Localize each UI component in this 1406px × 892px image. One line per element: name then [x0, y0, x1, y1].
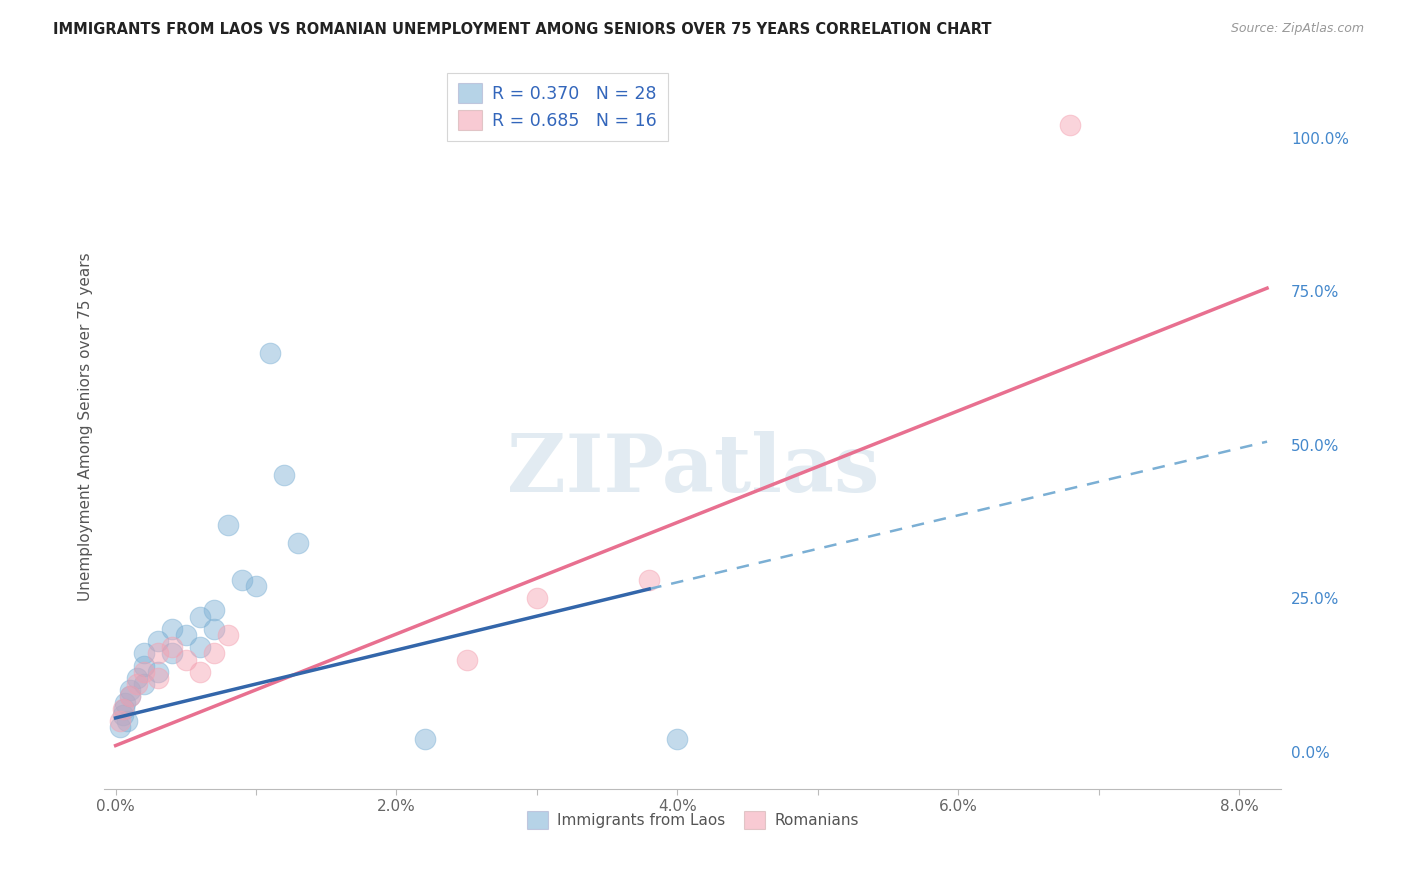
Point [273, 468, 295, 483]
Point [115, 714, 138, 728]
Point [132, 665, 155, 679]
Point [111, 707, 134, 722]
Point [188, 609, 211, 624]
Point [146, 634, 169, 648]
Point [118, 690, 141, 704]
Point [245, 579, 267, 593]
Point [526, 591, 548, 606]
Point [132, 647, 155, 661]
Point [1059, 119, 1081, 133]
Point [638, 573, 661, 587]
Point [174, 652, 197, 666]
Point [160, 622, 183, 636]
Point [188, 640, 211, 655]
Point [174, 628, 197, 642]
Point [108, 714, 131, 728]
Point [132, 677, 155, 691]
Point [202, 603, 225, 617]
Point [217, 628, 239, 642]
Text: ZIPatlas: ZIPatlas [506, 431, 879, 508]
Point [146, 647, 169, 661]
Point [118, 690, 141, 704]
Point [146, 671, 169, 685]
Y-axis label: Unemployment Among Seniors over 75 years: Unemployment Among Seniors over 75 years [79, 252, 93, 600]
Point [202, 622, 225, 636]
Point [146, 665, 169, 679]
Point [259, 345, 281, 359]
Legend: Immigrants from Laos, Romanians: Immigrants from Laos, Romanians [520, 805, 865, 835]
Point [132, 658, 155, 673]
Point [114, 696, 136, 710]
Point [413, 732, 436, 747]
Point [125, 677, 148, 691]
Text: Source: ZipAtlas.com: Source: ZipAtlas.com [1230, 22, 1364, 36]
Point [217, 517, 239, 532]
Point [111, 702, 134, 716]
Point [456, 652, 478, 666]
Point [118, 683, 141, 698]
Point [125, 671, 148, 685]
Point [287, 536, 309, 550]
Point [666, 732, 689, 747]
Text: IMMIGRANTS FROM LAOS VS ROMANIAN UNEMPLOYMENT AMONG SENIORS OVER 75 YEARS CORREL: IMMIGRANTS FROM LAOS VS ROMANIAN UNEMPLO… [53, 22, 991, 37]
Point [160, 640, 183, 655]
Point [202, 647, 225, 661]
Point [112, 702, 135, 716]
Point [108, 720, 131, 734]
Point [188, 665, 211, 679]
Point [231, 573, 253, 587]
Point [160, 647, 183, 661]
